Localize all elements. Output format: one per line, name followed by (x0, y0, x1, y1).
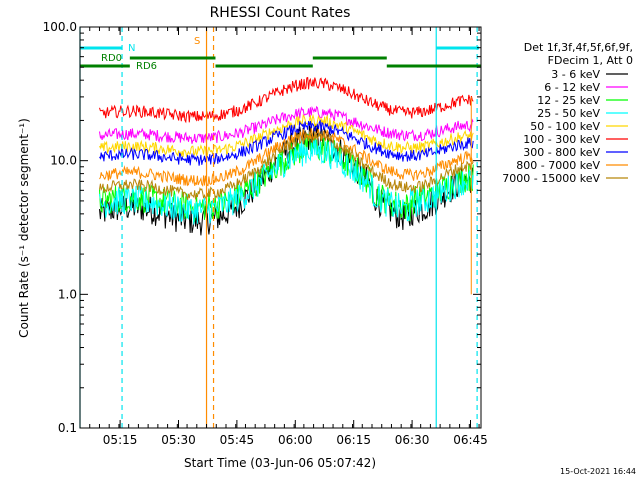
series-line-1 (99, 105, 474, 144)
y-tick-label: 10.0 (50, 154, 77, 168)
series-line-3 (99, 136, 474, 225)
y-tick-label: 100.0 (43, 20, 77, 34)
y-tick-label: 0.1 (58, 421, 77, 435)
x-tick-label: 05:45 (220, 433, 255, 447)
plot-frame (79, 26, 482, 429)
legend-label-3: 25 - 50 keV (537, 107, 600, 120)
legend-label-4: 50 - 100 keV (530, 120, 600, 133)
legend-label-8: 7000 - 15000 keV (502, 172, 600, 185)
footer-date: 15-Oct-2021 16:44 (560, 467, 636, 476)
x-tick-label: 05:30 (161, 433, 196, 447)
series-line-5 (99, 76, 474, 124)
legend-label-2: 12 - 25 keV (537, 94, 600, 107)
chart-title: RHESSI Count Rates (210, 5, 351, 21)
series-line-8 (99, 131, 474, 202)
series-line-4 (99, 113, 474, 159)
legend-label-5: 100 - 300 keV (523, 133, 600, 146)
legend-label-0: 3 - 6 keV (551, 68, 600, 81)
x-tick-label: 06:45 (453, 433, 488, 447)
x-tick-label: 06:30 (395, 433, 430, 447)
legend-header-line-1: Det 1f,3f,4f,5f,6f,9f, (524, 41, 633, 54)
x-axis-label: Start Time (03-Jun-06 05:07:42) (184, 456, 376, 470)
y-axis-label: Count Rate (s⁻¹ detector segment⁻¹) (17, 118, 31, 338)
legend-label-6: 300 - 800 keV (523, 146, 600, 159)
plot-area: N S RD0 RD6 (79, 27, 481, 428)
x-tick-label: 06:15 (336, 433, 371, 447)
x-tick-label: 05:15 (103, 433, 138, 447)
night-label: N (128, 43, 135, 54)
series-line-2 (99, 133, 474, 223)
x-tick-label: 06:00 (278, 433, 313, 447)
series-line-6 (99, 119, 474, 166)
rd0-label: RD0 (101, 53, 122, 64)
legend-label-1: 6 - 12 keV (544, 81, 600, 94)
series-line-7 (99, 128, 474, 187)
rd6-label: RD6 (136, 61, 157, 72)
saa-label: S (194, 36, 200, 47)
legend-label-7: 800 - 7000 keV (516, 159, 600, 172)
legend-header-line-2: FDecim 1, Att 0 (548, 54, 633, 67)
y-tick-label: 1.0 (58, 287, 77, 301)
legend: Det 1f,3f,4f,5f,6f,9f, FDecim 1, Att 0 3… (502, 41, 633, 185)
